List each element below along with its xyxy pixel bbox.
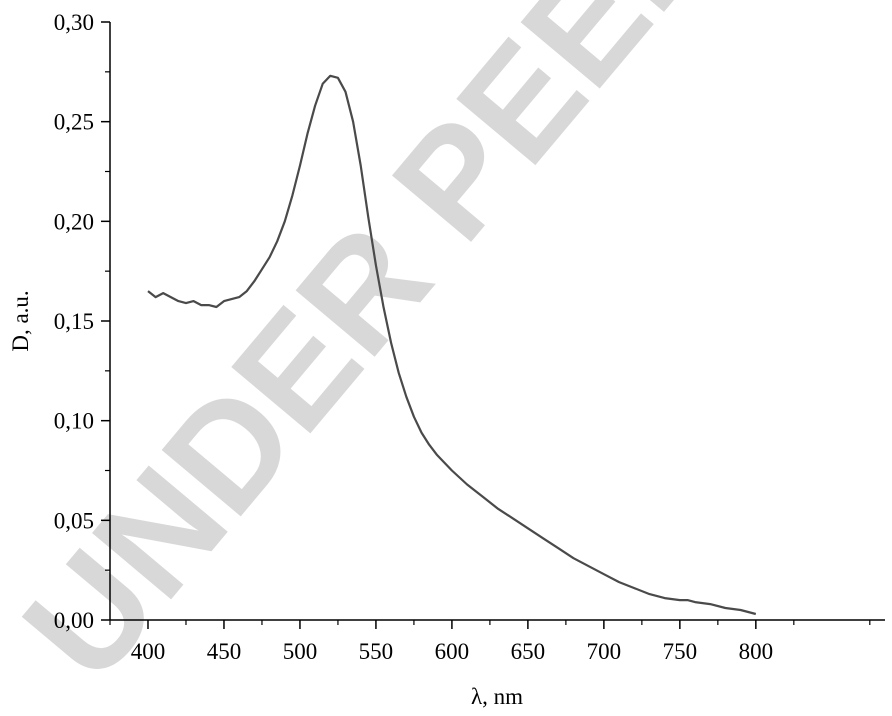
y-tick-label: 0,15 [54, 309, 94, 334]
x-axis-ticks: 400 450 500 550 600 650 700 750 800 [109, 620, 871, 664]
y-tick-label: 0,05 [54, 508, 94, 533]
y-tick-label: 0,30 [54, 10, 94, 35]
x-tick-label: 700 [587, 639, 622, 664]
x-tick-label: 550 [359, 639, 394, 664]
x-tick-label: 500 [283, 639, 318, 664]
y-tick-label: 0,25 [54, 110, 94, 135]
x-axis-title: λ, nm [471, 684, 523, 709]
spectrum-line [147, 74, 757, 616]
y-axis-title: D, a.u. [8, 290, 33, 351]
y-tick-label: 0,20 [54, 209, 94, 234]
x-tick-label: 750 [663, 639, 698, 664]
y-tick-label: 0,00 [54, 608, 94, 633]
watermark: UNDER PEER R [0, 0, 848, 711]
x-tick-label: 400 [131, 639, 166, 664]
watermark-text: UNDER PEER R [0, 0, 848, 711]
y-tick-label: 0,10 [54, 409, 94, 434]
x-tick-label: 450 [207, 639, 242, 664]
x-tick-label: 650 [511, 639, 546, 664]
x-tick-label: 600 [435, 639, 470, 664]
y-axis-ticks: 0,00 0,05 0,10 0,15 0,20 0,25 0,30 [54, 10, 110, 633]
series-group [147, 74, 757, 616]
x-tick-label: 800 [739, 639, 774, 664]
